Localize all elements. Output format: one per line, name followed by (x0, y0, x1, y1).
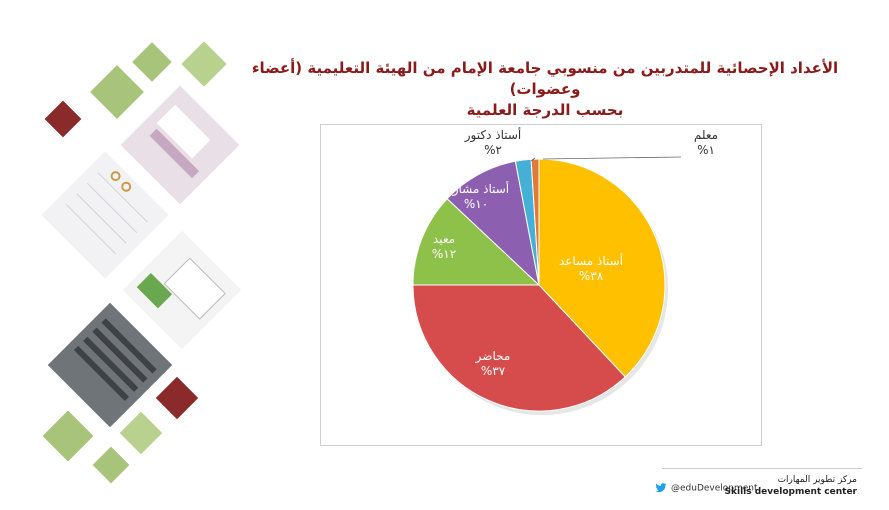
leader-line (542, 156, 682, 160)
twitter-handle: @eduDevelopment (671, 483, 758, 494)
diamond-shape (44, 100, 82, 138)
title-line-2: بحسب الدرجة العلمية (466, 101, 624, 119)
pie-slice (538, 158, 666, 378)
diamond-shape (181, 41, 227, 87)
slice-label: محاضر (475, 349, 511, 364)
page-title: الأعداد الإحصائية للمتدربين من منسوبي جا… (250, 58, 840, 121)
diamond-shape (92, 446, 130, 484)
pie-chart-box: أستاذ مساعد %٣٨ محاضر %٣٧ معيد %١٢ أستاذ مشارك… (320, 124, 762, 446)
photo-office-diamond (120, 85, 240, 205)
leader-line (530, 157, 536, 162)
photo-laptop-diamond (122, 230, 242, 350)
decorative-collage (41, 41, 242, 484)
pie-slice (412, 198, 541, 286)
slice-value-label: %٢ (484, 143, 502, 157)
pie-slice (446, 160, 540, 287)
social-handle[interactable]: @eduDevelopment (655, 483, 758, 494)
diamond-shape (132, 42, 172, 82)
pie-slice (530, 158, 540, 286)
pie-slice (412, 284, 626, 412)
slice-value-label: %١ (697, 143, 715, 157)
slice-label: أستاذ مساعد (559, 253, 623, 268)
slice-label: أستاذ دكتور (464, 127, 522, 143)
footer-org: مركز تطوير المهارات Skills development c… (725, 474, 857, 498)
diamond-shape (119, 411, 163, 455)
diamond-shape (90, 65, 144, 119)
photo-keyboard-diamond (47, 302, 173, 428)
footer-divider (662, 468, 862, 469)
title-line-1: الأعداد الإحصائية للمتدربين من منسوبي جا… (251, 59, 839, 98)
pie-chart: أستاذ مساعد%٣٨ محاضر%٣٧ معيد%١٢ أستاذ مشارك… (412, 127, 718, 415)
slice-value-label: %٣٨ (579, 269, 604, 283)
org-name-en: Skills development center (724, 487, 857, 497)
org-name-ar: مركز تطوير المهارات (777, 475, 857, 485)
slice-label: معلم (694, 128, 718, 142)
twitter-icon (655, 483, 667, 493)
slice-value-label: %١٢ (432, 247, 456, 261)
slice-label: معيد (433, 232, 455, 246)
slice-value-label: %١٠ (464, 197, 488, 211)
slice-label: أستاذ مشارك (443, 181, 509, 197)
slice-value-label: %٣٧ (481, 364, 506, 378)
diamond-shape (155, 376, 199, 420)
diamond-shape (42, 410, 94, 462)
